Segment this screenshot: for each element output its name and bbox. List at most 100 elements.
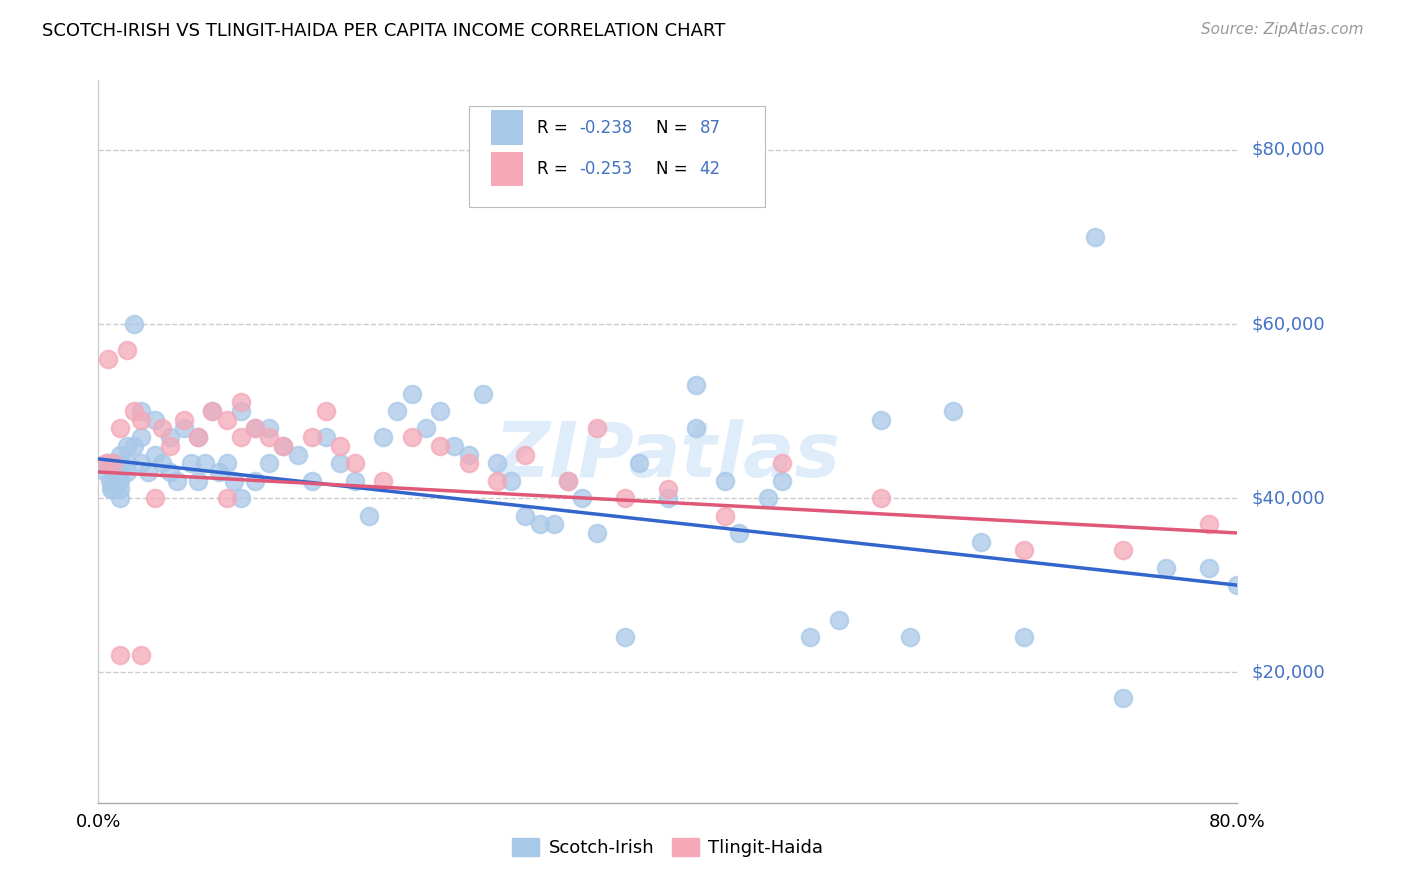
Point: [970, 534, 993, 549]
Point: [1012, 543, 1035, 558]
Point: [152, 456, 174, 470]
Point: [94, 456, 117, 470]
Point: [122, 439, 145, 453]
Point: [273, 439, 295, 453]
Text: $80,000: $80,000: [1251, 141, 1324, 159]
Point: [1112, 691, 1135, 706]
Point: [357, 508, 380, 523]
Point: [429, 439, 451, 453]
Point: [373, 474, 395, 488]
Point: [108, 648, 131, 662]
Point: [229, 430, 252, 444]
Point: [429, 404, 451, 418]
Point: [714, 474, 737, 488]
Point: [315, 404, 337, 418]
FancyBboxPatch shape: [468, 105, 765, 207]
Point: [145, 413, 167, 427]
Point: [145, 448, 167, 462]
Point: [571, 491, 593, 505]
Point: [201, 404, 224, 418]
Point: [129, 648, 152, 662]
Point: [152, 421, 174, 435]
Point: [108, 421, 131, 435]
Point: [329, 456, 352, 470]
Point: [329, 439, 352, 453]
Point: [1154, 561, 1177, 575]
Text: ZIPatlas: ZIPatlas: [495, 419, 841, 493]
Point: [194, 456, 217, 470]
Text: -0.253: -0.253: [579, 160, 633, 178]
Point: [273, 439, 295, 453]
Point: [108, 474, 131, 488]
Point: [401, 430, 423, 444]
Point: [173, 421, 195, 435]
Point: [201, 404, 224, 418]
Point: [614, 631, 637, 645]
Point: [585, 421, 607, 435]
Point: [208, 465, 231, 479]
Text: R =: R =: [537, 119, 572, 136]
Point: [187, 430, 209, 444]
Point: [387, 404, 409, 418]
Point: [657, 483, 679, 497]
Text: Source: ZipAtlas.com: Source: ZipAtlas.com: [1201, 22, 1364, 37]
Point: [243, 421, 266, 435]
Point: [215, 456, 238, 470]
Text: -0.238: -0.238: [579, 119, 633, 136]
Point: [122, 404, 145, 418]
Text: 87: 87: [700, 119, 721, 136]
Point: [97, 351, 120, 366]
Point: [259, 456, 281, 470]
Point: [229, 395, 252, 409]
Point: [585, 525, 607, 540]
Point: [728, 525, 751, 540]
Text: 42: 42: [700, 160, 721, 178]
Point: [229, 404, 252, 418]
Point: [557, 474, 579, 488]
Text: SCOTCH-IRISH VS TLINGIT-HAIDA PER CAPITA INCOME CORRELATION CHART: SCOTCH-IRISH VS TLINGIT-HAIDA PER CAPITA…: [42, 22, 725, 40]
Point: [129, 456, 152, 470]
Point: [628, 456, 651, 470]
Point: [94, 465, 117, 479]
Point: [97, 456, 120, 470]
Point: [101, 483, 124, 497]
Point: [108, 456, 131, 470]
Text: N =: N =: [657, 119, 693, 136]
Point: [401, 386, 423, 401]
Point: [136, 465, 159, 479]
Point: [166, 474, 188, 488]
Point: [799, 631, 821, 645]
Point: [243, 474, 266, 488]
Point: [457, 456, 479, 470]
Point: [515, 508, 537, 523]
Point: [129, 404, 152, 418]
Point: [229, 491, 252, 505]
Point: [129, 430, 152, 444]
Point: [685, 378, 707, 392]
Point: [770, 456, 793, 470]
Point: [159, 439, 181, 453]
Point: [159, 430, 181, 444]
FancyBboxPatch shape: [491, 111, 523, 145]
Point: [259, 430, 281, 444]
FancyBboxPatch shape: [491, 152, 523, 186]
Point: [173, 413, 195, 427]
Text: N =: N =: [657, 160, 693, 178]
Point: [501, 474, 523, 488]
Point: [145, 491, 167, 505]
Point: [129, 413, 152, 427]
Point: [343, 474, 366, 488]
Point: [243, 421, 266, 435]
Point: [1226, 578, 1249, 592]
Point: [486, 456, 509, 470]
Point: [657, 491, 679, 505]
Point: [942, 404, 965, 418]
Text: $20,000: $20,000: [1251, 664, 1324, 681]
Point: [180, 456, 202, 470]
Point: [471, 386, 494, 401]
Point: [714, 508, 737, 523]
Point: [415, 421, 437, 435]
Point: [115, 439, 138, 453]
Point: [187, 430, 209, 444]
Point: [870, 413, 893, 427]
